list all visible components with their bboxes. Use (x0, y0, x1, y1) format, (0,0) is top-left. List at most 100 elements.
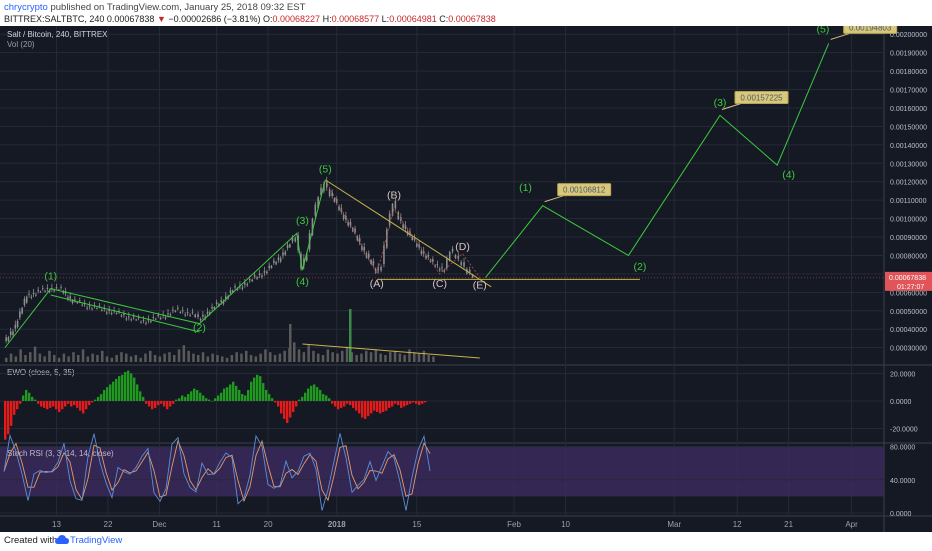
ewo-bar (118, 376, 121, 401)
candle-body (234, 286, 236, 288)
ewo-bar (76, 401, 79, 408)
ewo-bar (22, 395, 25, 401)
ewo-bar (253, 377, 256, 401)
ewo-bar (268, 394, 271, 401)
volume-bar (297, 349, 301, 362)
candle-body (441, 267, 443, 269)
volume-bar (264, 349, 267, 362)
candle-body (186, 312, 189, 314)
candle-body (211, 306, 213, 309)
ewo-bar (364, 401, 367, 419)
ewo-bar (274, 401, 277, 403)
candle-body (125, 318, 128, 320)
chart-area[interactable]: 1322Dec1120201815Feb10Mar1221Apr160.0003… (0, 20, 932, 532)
candle-body (342, 215, 345, 219)
low-label: L: (381, 14, 390, 24)
ewo-bar (163, 401, 166, 407)
candle-body (457, 255, 460, 259)
volume-bar (139, 357, 142, 362)
candle-body (174, 310, 177, 312)
candle-body (98, 305, 101, 307)
ewo-bar (340, 401, 343, 408)
candle-body (370, 259, 372, 264)
last-price-marker (885, 271, 932, 291)
candle-body (446, 258, 448, 268)
candle-body (12, 331, 14, 336)
candle-body (263, 271, 266, 273)
ewo-bar (190, 391, 193, 401)
price-tick-label: 0.00030000 (890, 346, 927, 353)
candle-body (380, 266, 382, 271)
candle-body (231, 290, 234, 293)
author-link[interactable]: chrycrypto (4, 2, 48, 13)
volume-bar (77, 355, 80, 362)
candle-body (325, 180, 328, 188)
candle-body (266, 271, 268, 274)
volume-bar (168, 352, 171, 362)
ewo-bar (130, 373, 133, 401)
ewo-bar (367, 401, 370, 417)
volume-bar (355, 355, 358, 362)
ewo-bar (202, 395, 205, 401)
ewo-bar (145, 401, 148, 404)
target-price-box (557, 183, 612, 197)
volume-bar (259, 353, 262, 362)
open-label: O: (263, 14, 273, 24)
volume-bar (62, 353, 66, 362)
chart-canvas[interactable]: 1322Dec1120201815Feb10Mar1221Apr160.0003… (0, 20, 932, 532)
ewo-bar (16, 401, 19, 410)
volume-bar (245, 350, 248, 362)
ewo-bar (82, 401, 85, 414)
candle-body (338, 206, 340, 211)
candle-body (204, 316, 206, 319)
candle-body (411, 237, 414, 240)
candle-body (374, 268, 377, 273)
candle-body (284, 251, 287, 255)
volume-bar (341, 350, 344, 362)
candle-body (206, 311, 209, 314)
volume-bar (422, 350, 426, 362)
candle-body (320, 187, 322, 195)
ewo-bar (244, 395, 247, 401)
candle-body (386, 229, 388, 248)
target-price-label: 0.00157225 (740, 93, 783, 102)
candle-body (303, 258, 305, 266)
ewo-bar (262, 383, 265, 401)
candle-body (305, 253, 308, 261)
volume-bar (163, 353, 166, 362)
candle-body (135, 319, 137, 321)
candle-body (7, 337, 10, 341)
ewo-bar (136, 384, 139, 401)
candle-body (404, 225, 407, 229)
ewo-bar (160, 401, 163, 404)
volume-bar (29, 352, 32, 362)
low-value: 0.00064981 (389, 14, 437, 24)
ewo-bar (238, 389, 241, 401)
candle-body (418, 244, 420, 248)
ewo-bar (283, 401, 286, 419)
candle-body (91, 308, 93, 310)
candle-body (167, 313, 169, 315)
ewo-bar (148, 401, 151, 407)
ewo-bar (292, 401, 295, 413)
ewo-bar (280, 401, 283, 414)
wave-label: (3) (296, 215, 309, 227)
tradingview-logo-text[interactable]: TradingView (70, 535, 123, 546)
candle-body (391, 203, 394, 216)
target-callout-pointer (830, 32, 850, 40)
volume-bar (182, 345, 186, 362)
candle-body (21, 307, 23, 314)
ewo-bar (250, 381, 253, 401)
ewo-bar (115, 378, 118, 401)
ewo-bar (394, 401, 397, 404)
ewo-bar (343, 401, 346, 407)
ewo-bar (55, 401, 58, 410)
volume-bar (326, 349, 330, 362)
ewo-bar (73, 401, 76, 406)
volume-bar (273, 355, 277, 362)
price-change: −0.00002686 (−3.81%) (168, 14, 261, 24)
candle-body (236, 288, 239, 290)
volume-bar (187, 350, 190, 362)
volume-bar (293, 342, 296, 362)
volume-bar (14, 356, 18, 362)
